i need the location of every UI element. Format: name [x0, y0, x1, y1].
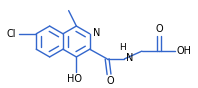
Text: N: N: [126, 53, 134, 63]
Text: O: O: [106, 76, 114, 86]
Text: HO: HO: [67, 74, 82, 84]
Text: H: H: [119, 43, 126, 52]
Text: O: O: [155, 24, 163, 34]
Text: Cl: Cl: [7, 29, 16, 39]
Text: OH: OH: [177, 46, 192, 56]
Text: N: N: [93, 28, 100, 38]
